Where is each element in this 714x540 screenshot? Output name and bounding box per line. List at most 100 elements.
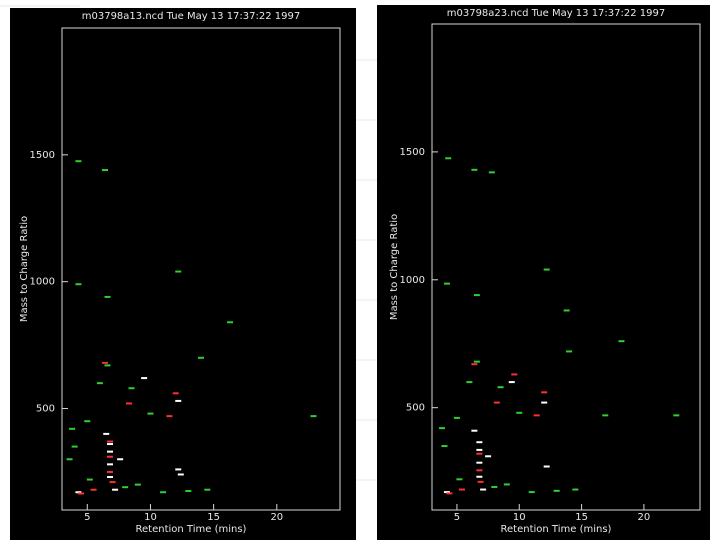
peak <box>175 270 182 273</box>
x-tick-label: 15 <box>575 512 588 523</box>
chart-title: m03798a13.ncd Tue May 13 17:37:22 1997 <box>82 11 301 22</box>
peak <box>107 440 114 443</box>
background-grid <box>0 5 377 481</box>
peak <box>107 476 114 479</box>
peak <box>443 282 450 285</box>
peak <box>443 491 450 494</box>
peak <box>563 309 570 312</box>
peak <box>473 360 480 363</box>
y-axis-label: Mass to Charge Ratio <box>389 214 400 320</box>
peak <box>456 478 463 481</box>
peak <box>185 489 192 492</box>
peak <box>453 416 460 419</box>
x-tick-label: 20 <box>638 512 651 523</box>
peak <box>471 168 478 171</box>
x-tick-label: 5 <box>84 512 90 523</box>
peak <box>204 488 211 491</box>
peak <box>122 486 129 489</box>
peak <box>508 381 515 384</box>
peak <box>112 488 119 491</box>
peak <box>86 478 93 481</box>
x-tick-label: 15 <box>207 512 220 523</box>
peak <box>107 463 114 466</box>
peak <box>90 488 97 491</box>
y-tick-label: 1500 <box>400 147 425 158</box>
peak <box>541 391 548 394</box>
peak <box>101 361 108 364</box>
peak <box>476 448 483 451</box>
peak <box>511 373 518 376</box>
peak <box>476 461 483 464</box>
peak <box>476 452 483 455</box>
peak <box>175 468 182 471</box>
peak <box>75 160 82 163</box>
peak <box>516 411 523 414</box>
peak <box>109 481 116 484</box>
x-axis-label: Retention Time (mins) <box>136 524 247 535</box>
peak <box>84 420 91 423</box>
x-tick-label: 10 <box>144 512 157 523</box>
peak <box>533 414 540 417</box>
y-tick-label: 500 <box>406 403 425 414</box>
peak <box>485 455 492 458</box>
peak <box>541 401 548 404</box>
peak <box>441 445 448 448</box>
peak <box>141 377 148 380</box>
y-tick-label: 1500 <box>30 150 55 161</box>
plot-frame <box>61 27 341 511</box>
peak <box>147 412 154 415</box>
peak <box>445 157 452 160</box>
peak <box>476 469 483 472</box>
peak <box>471 429 478 432</box>
peak <box>477 480 484 483</box>
y-axis-label: Mass to Charge Ratio <box>19 216 30 322</box>
peak <box>66 458 73 461</box>
y-tick-label: 1000 <box>400 275 425 286</box>
peak <box>107 455 114 458</box>
peak <box>466 381 473 384</box>
peak <box>77 492 84 495</box>
chart-title: m03798a23.ncd Tue May 13 17:37:22 1997 <box>447 8 666 19</box>
peak <box>107 470 114 473</box>
peak <box>553 489 560 492</box>
peak <box>134 483 141 486</box>
peak <box>493 401 500 404</box>
peak <box>476 441 483 444</box>
peak <box>673 414 680 417</box>
peak <box>160 491 167 494</box>
peak <box>69 427 76 430</box>
peak <box>166 415 173 418</box>
peak <box>491 485 498 488</box>
plot-frame <box>431 23 701 511</box>
peak <box>227 321 234 324</box>
peak <box>572 488 579 491</box>
peak <box>476 475 483 478</box>
peak <box>125 402 132 405</box>
peak <box>101 169 108 172</box>
peak <box>503 483 510 486</box>
peak <box>75 491 82 494</box>
x-tick-label: 5 <box>454 512 460 523</box>
peak <box>497 386 504 389</box>
peak <box>96 382 103 385</box>
y-tick-label: 500 <box>36 404 55 415</box>
peak <box>566 350 573 353</box>
peak <box>438 427 445 430</box>
x-axis-label: Retention Time (mins) <box>501 524 612 535</box>
y-tick-label: 1000 <box>30 277 55 288</box>
peak <box>71 445 78 448</box>
peak <box>104 295 111 298</box>
peak <box>175 399 182 402</box>
peak <box>618 340 625 343</box>
peak <box>602 414 609 417</box>
peak <box>172 392 179 395</box>
x-tick-label: 20 <box>270 512 283 523</box>
peak <box>480 488 487 491</box>
x-tick-label: 10 <box>513 512 526 523</box>
peak <box>75 283 82 286</box>
peak <box>177 473 184 476</box>
peak <box>198 356 204 359</box>
peak <box>543 268 550 271</box>
peak <box>473 294 480 297</box>
